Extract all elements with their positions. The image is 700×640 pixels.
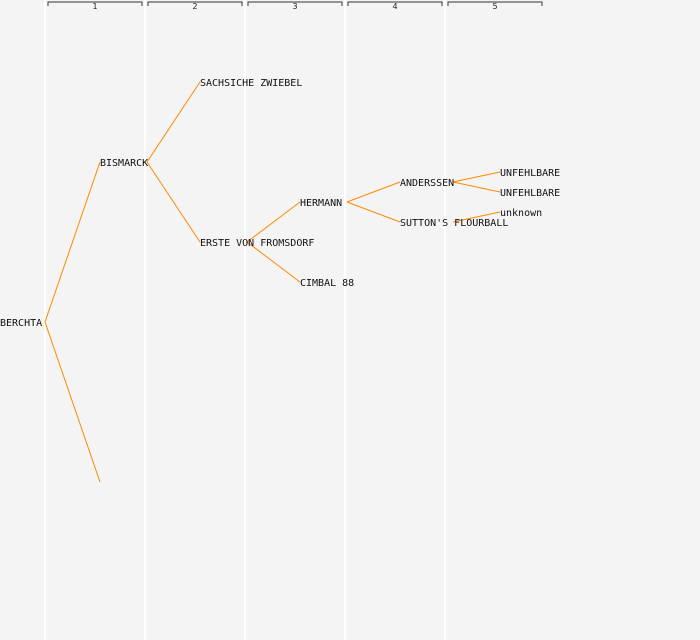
pedigree-labels: BERCHTA BISMARCK SACHSICHE ZWIEBEL ERSTE VO… [0, 78, 560, 329]
generation-column-rules [44, 0, 446, 640]
pedigree-edges [44, 81, 501, 483]
edge-erste-von-fromsdorf-to-cimbal-88 [246, 241, 301, 283]
node-label-unknown[interactable]: unknown [500, 208, 542, 219]
generation-header-4: 4 [392, 2, 397, 11]
generation-header-1: 1 [92, 2, 97, 11]
edge-bismarck-to-sachsiche-zwiebel [146, 81, 201, 163]
edge-anderssen-to-unfehlbare-2 [452, 181, 501, 193]
node-label-erste-von-fromsdorf[interactable]: ERSTE VON FROMSDORF [200, 238, 314, 249]
edge-berchta-to-bismarck [44, 161, 101, 323]
node-label-cimbal-88[interactable]: CIMBAL 88 [300, 278, 354, 289]
generation-headers: 1 2 3 4 5 [47, 1, 543, 11]
generation-header-5: 5 [492, 2, 497, 11]
node-label-anderssen[interactable]: ANDERSSEN [400, 178, 454, 189]
node-label-sachsiche-zwiebel[interactable]: SACHSICHE ZWIEBEL [200, 78, 302, 89]
edge-bismarck-to-erste-von-fromsdorf [146, 161, 201, 243]
node-label-unfehlbare-2[interactable]: UNFEHLBARE [500, 188, 560, 199]
generation-header-bracket-3 [247, 1, 343, 6]
edge-hermann-to-anderssen [346, 181, 401, 203]
node-label-unfehlbare-1[interactable]: UNFEHLBARE [500, 168, 560, 179]
edge-erste-von-fromsdorf-to-hermann [246, 201, 301, 243]
generation-header-bracket-2 [147, 1, 243, 6]
edge-suttons-flourball-to-unknown [452, 211, 501, 223]
node-label-berchta[interactable]: BERCHTA [0, 318, 42, 329]
node-label-bismarck[interactable]: BISMARCK [100, 158, 148, 169]
node-label-suttons-flourball[interactable]: SUTTON'S FLOURBALL [400, 218, 508, 229]
edge-hermann-to-suttons-flourball [346, 201, 401, 223]
edge-anderssen-to-unfehlbare-1 [452, 171, 501, 183]
generation-header-bracket-1 [47, 1, 143, 6]
edge-berchta-to-gen1-unlabeled [44, 321, 101, 483]
generation-header-bracket-4 [347, 1, 443, 6]
generation-header-bracket-5 [447, 1, 543, 6]
generation-header-3: 3 [292, 2, 297, 11]
node-label-hermann[interactable]: HERMANN [300, 198, 342, 209]
generation-header-2: 2 [192, 2, 197, 11]
